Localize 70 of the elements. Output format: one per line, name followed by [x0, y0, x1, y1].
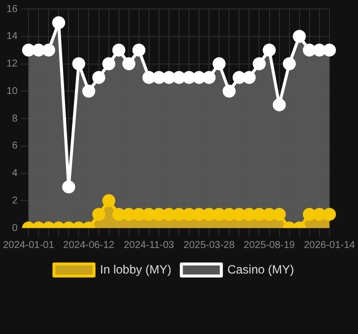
point	[92, 70, 106, 84]
point	[262, 44, 276, 57]
y-tick-label: 16	[6, 4, 18, 15]
point	[172, 208, 186, 221]
point	[192, 208, 206, 221]
point	[302, 44, 316, 57]
point	[182, 208, 196, 221]
point	[232, 208, 246, 221]
point	[262, 208, 276, 221]
point	[322, 44, 336, 57]
point	[82, 84, 96, 98]
x-tick-label: 2025-03-28	[184, 240, 236, 251]
point	[312, 208, 326, 221]
point	[302, 208, 316, 221]
point	[102, 57, 116, 70]
point	[152, 70, 166, 84]
point	[112, 44, 126, 57]
point	[172, 70, 186, 84]
y-tick-label: 2	[12, 195, 18, 206]
y-tick-label: 8	[12, 113, 18, 124]
point	[242, 208, 256, 221]
point	[142, 70, 156, 84]
point	[212, 208, 226, 221]
x-tick-label: 2024-06-12	[63, 240, 115, 251]
point	[22, 44, 36, 57]
point	[222, 208, 236, 221]
point	[192, 70, 206, 84]
point	[162, 208, 176, 221]
point	[102, 194, 116, 208]
point	[272, 208, 286, 221]
x-tick-label: 2024-11-03	[124, 240, 175, 251]
point	[292, 30, 306, 43]
point	[202, 70, 216, 84]
point	[152, 208, 166, 221]
point	[72, 57, 86, 70]
point	[182, 70, 196, 84]
y-tick-label: 6	[12, 140, 18, 152]
point	[62, 180, 76, 194]
point	[52, 16, 66, 30]
point	[132, 208, 146, 221]
point	[92, 208, 106, 221]
point	[112, 208, 126, 221]
legend-label: Casino (MY)	[227, 262, 294, 276]
point	[32, 44, 46, 57]
point	[322, 208, 336, 221]
point	[42, 44, 56, 57]
point	[122, 57, 136, 70]
y-tick-label: 14	[6, 31, 18, 42]
point	[202, 208, 216, 221]
y-tick-label: 0	[12, 222, 18, 234]
point	[212, 57, 226, 70]
point	[242, 70, 256, 84]
x-tick-label: 2026-01-14	[304, 240, 356, 251]
point	[252, 208, 266, 221]
point	[282, 57, 296, 70]
x-tick-label: 2025-08-19	[244, 240, 296, 251]
legend-label: In lobby (MY)	[100, 262, 172, 276]
point	[272, 98, 286, 112]
y-tick-label: 4	[12, 168, 18, 179]
point	[132, 44, 146, 57]
point	[232, 70, 246, 84]
x-tick-label: 2024-01-01	[3, 240, 55, 251]
point	[142, 208, 156, 221]
point	[162, 70, 176, 84]
point	[312, 44, 326, 57]
point	[222, 84, 236, 98]
point	[122, 208, 136, 221]
y-tick-label: 10	[6, 86, 18, 97]
point	[252, 57, 266, 70]
y-tick-label: 12	[6, 58, 18, 70]
